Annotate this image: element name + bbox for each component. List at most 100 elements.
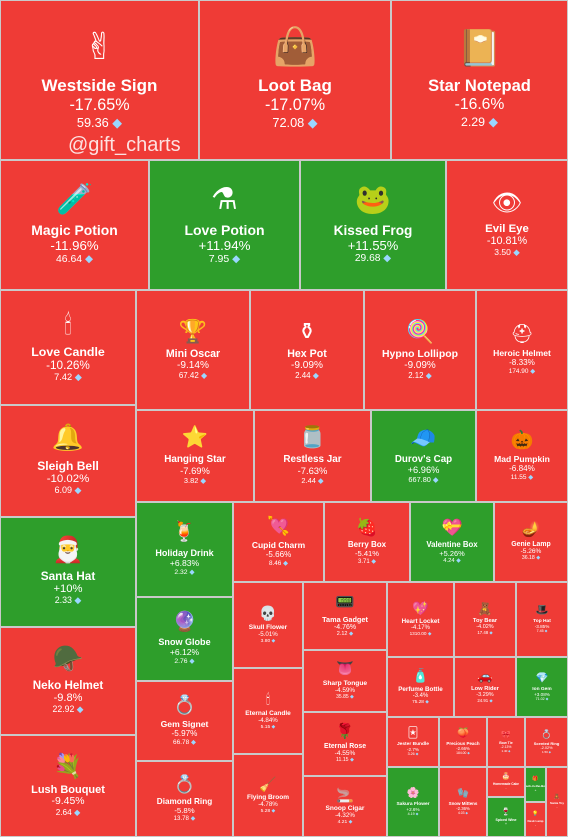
- tile-love-potion: ⚗ Love Potion +11.94% 7.95 ◆: [149, 160, 300, 290]
- item-price-value: 3.82: [183, 475, 199, 485]
- tile-cupid-charm: 💘 Cupid Charm -5.66% 8.46 ◆: [233, 502, 324, 582]
- tile-loot-bag: 👜 Loot Bag -17.07% 72.08 ◆: [199, 0, 391, 160]
- item-price: 4.03 ◆: [458, 811, 468, 815]
- item-name: Eternal Candle: [245, 709, 291, 717]
- item-price-value: 1.50: [542, 749, 548, 754]
- item-change: -4.78%: [258, 801, 278, 809]
- item-price-value: 1310.00: [409, 631, 427, 637]
- tile-mad-pumpkin: 🎃 Mad Pumpkin -6.84% 11.55 ◆: [476, 410, 568, 502]
- item-change: -3.4%: [412, 692, 429, 699]
- item-price: 66.78 ◆: [173, 738, 196, 746]
- item-name: Snoop Cigar: [325, 805, 365, 813]
- item-change: -2.7%: [406, 746, 420, 752]
- item-name: Hypno Lollipop: [382, 348, 458, 360]
- tile-ion-gem: 💎 Ion Gem +3.08% 71.02 ◆: [516, 657, 568, 717]
- item-change: -9.09%: [291, 360, 323, 372]
- top-hat-icon: 🎩: [535, 605, 549, 616]
- item-price: 11.55 ◆: [511, 473, 533, 481]
- ion-gem-icon: 💎: [535, 672, 549, 684]
- diamond-icon: ◆: [71, 808, 81, 818]
- item-name: Heart Locket: [401, 618, 440, 626]
- item-price-value: 2.64: [55, 808, 72, 818]
- tile-sakura-flower: 🌸 Sakura Flower +2.6% 4.19 ◆: [387, 767, 439, 837]
- item-price-value: 29.68: [354, 252, 381, 264]
- item-price: 2.29 ◆: [461, 114, 498, 129]
- diamond-icon: ◆: [281, 559, 289, 567]
- diamond-icon: ◆: [510, 246, 520, 257]
- tile-hypno-lollipop: 🍭 Hypno Lollipop -9.09% 2.12 ◆: [364, 290, 476, 410]
- item-name: Snow Mittens: [448, 800, 478, 806]
- item-price-value: 4.24: [443, 558, 455, 565]
- item-price-value: 667.80: [408, 475, 431, 485]
- item-price: 35.85 ◆: [336, 694, 354, 700]
- diamond-icon: ◆: [348, 757, 354, 764]
- tile-desk-lamp: 💡 Desk Lamp -: [525, 802, 546, 837]
- diamond-icon: ◆: [544, 696, 549, 701]
- tile-homemade-cake: 🎂 Homemade Cake -: [487, 767, 525, 797]
- diamond-icon: ◆: [347, 820, 353, 826]
- item-price: 2.44 ◆: [295, 371, 319, 380]
- item-change: -4.32%: [335, 812, 355, 820]
- desk-lamp-icon: 💡: [532, 811, 539, 818]
- item-name: Spiced Wine: [495, 817, 517, 822]
- tile-love-candle: 🕯 Love Candle -10.26% 7.42 ◆: [0, 290, 136, 405]
- item-change: -9.14%: [177, 360, 209, 372]
- diamond-icon: ◆: [108, 114, 123, 130]
- item-change: -16.6%: [454, 95, 505, 113]
- diamond-icon: ◆: [454, 558, 461, 565]
- westside-sign-icon: ✌: [84, 26, 115, 68]
- diamond-icon: ◆: [187, 568, 195, 576]
- item-price-value: 4.21: [337, 820, 348, 826]
- item-change: -4.55%: [334, 750, 356, 758]
- sharp-tongue-icon: 👅: [336, 661, 354, 678]
- diamond-icon: ◆: [485, 114, 499, 129]
- hypno-lollipop-icon: 🍭: [406, 318, 434, 344]
- homemade-cake-icon: 🎂: [501, 772, 511, 780]
- item-name: Berry Box: [347, 540, 387, 550]
- skull-flower-icon: 💀: [259, 605, 277, 622]
- tile-diamond-ring: 💍 Diamond Ring -5.8% 13.78 ◆: [136, 761, 233, 837]
- item-name: Cupid Charm: [251, 539, 306, 550]
- item-change: +: [534, 787, 537, 792]
- item-change: -: [505, 786, 507, 791]
- item-price: 667.80 ◆: [408, 475, 438, 484]
- item-price: 13.78 ◆: [174, 815, 196, 822]
- tile-precious-peach: 🍑 Precious Peach -2.66% 184.00 ◆: [439, 717, 487, 767]
- item-price: 6.09 ◆: [54, 485, 81, 496]
- item-change: -4.59%: [334, 686, 356, 694]
- tile-scented-ring: 💍 Scented Ring -2.02% 1.50 ◆: [525, 717, 568, 767]
- magic-potion-icon: 🧪: [55, 182, 94, 216]
- diamond-icon: ◆: [229, 253, 241, 266]
- item-name: Loot Bag: [258, 75, 332, 95]
- item-change: -9.8%: [53, 691, 83, 704]
- tile-heroic-helmet: ⛑ Heroic Helmet -8.33% 174.90 ◆: [476, 290, 568, 410]
- love-potion-icon: ⚗: [211, 182, 238, 216]
- item-price-value: 4.03: [457, 810, 465, 815]
- item-price: 2.76 ◆: [174, 657, 194, 665]
- diamond-icon: ◆: [71, 595, 82, 606]
- item-name: Jester Bundle: [396, 741, 430, 747]
- item-price-value: 13.78: [173, 815, 189, 823]
- lush-bouquet-icon: 💐: [53, 752, 83, 779]
- diamond-icon: ◆: [526, 474, 534, 481]
- item-change: +11.55%: [347, 237, 399, 253]
- tile-perfume-bottle: 🧴 Perfume Bottle -3.4% 75.28 ◆: [387, 657, 454, 717]
- tile-westside-sign: ✌ Westside Sign -17.65% 59.36 ◆: [0, 0, 199, 160]
- item-price: 67.42 ◆: [179, 371, 207, 380]
- item-price: 2.64 ◆: [56, 807, 81, 817]
- tile-durov-s-cap: 🧢 Durov's Cap +6.96% 667.80 ◆: [371, 410, 476, 502]
- hex-pot-icon: ⚱: [297, 317, 317, 344]
- tile-santa-hat: 🎅 Santa Hat +10% 2.33 ◆: [0, 517, 136, 627]
- tile-kissed-frog: 🐸 Kissed Frog +11.55% 29.68 ◆: [300, 160, 446, 290]
- item-change: -4.17%: [411, 625, 430, 632]
- item-price: 5.28 ◆: [261, 808, 276, 814]
- item-change: -10.26%: [46, 359, 90, 373]
- item-change: -: [556, 805, 558, 810]
- item-name: Scented Ring: [533, 740, 560, 746]
- item-price-value: 11.55: [510, 474, 527, 481]
- item-name: Heroic Helmet: [493, 348, 551, 358]
- item-name: Skull Flower: [248, 623, 288, 631]
- tile-sleigh-bell: 🔔 Sleigh Bell -10.02% 6.09 ◆: [0, 405, 136, 517]
- diamond-icon: ◆: [189, 739, 196, 747]
- item-price: 11.15 ◆: [336, 757, 354, 763]
